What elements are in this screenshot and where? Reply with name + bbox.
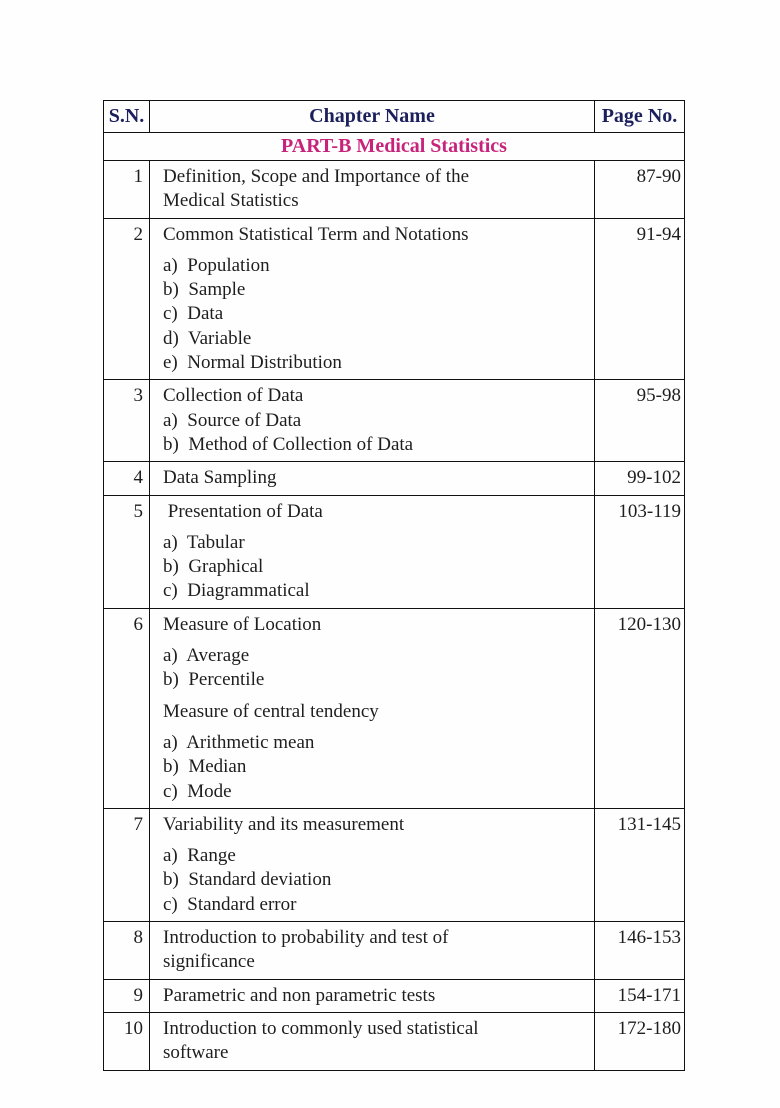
topic-line: Variability and its measurement — [163, 813, 405, 835]
topic-line: Presentation of Data — [163, 500, 323, 522]
topic-group: Parametric and non parametric tests — [163, 984, 590, 1008]
chapter-name-header: Chapter Name — [149, 100, 595, 133]
topic-line: b) Median — [163, 756, 247, 778]
topic-group: a) Average b) Percentile — [163, 644, 590, 693]
serial-number: 9 — [103, 978, 150, 1013]
serial-number: 4 — [103, 461, 150, 496]
topic-group: Variability and its measurement — [163, 813, 590, 837]
page-range: 131-145 — [594, 807, 685, 923]
topic-line: a) Tabular — [163, 531, 245, 553]
chapter-row: 10 Introduction to commonly used statisti… — [103, 1011, 685, 1071]
topic-line: Data Sampling — [163, 467, 277, 489]
chapter-row: 4 Data Sampling 99-102 — [103, 461, 685, 496]
topic-line: Introduction to commonly used statistica… — [163, 1017, 479, 1039]
chapter-row: 7 Variability and its measurement a) Range… — [103, 807, 685, 923]
topic-line: e) Normal Distribution — [163, 352, 342, 374]
topic-line: d) Variable — [163, 327, 252, 349]
topic-line: software — [163, 1042, 229, 1064]
topic-group: Presentation of Data — [163, 500, 590, 524]
page-range: 120-130 — [594, 607, 685, 809]
topic-line: c) Standard error — [163, 893, 297, 915]
chapter-name-cell: Data Sampling — [149, 461, 595, 496]
topic-line: Parametric and non parametric tests — [163, 984, 436, 1006]
topic-line: a) Arithmetic mean — [163, 731, 315, 753]
serial-number: 1 — [103, 160, 150, 219]
topic-group: Data Sampling — [163, 466, 590, 490]
topic-line: Definition, Scope and Importance of the — [163, 166, 470, 187]
chapter-name-cell: Introduction to probability and test of s… — [149, 921, 595, 980]
topic-line: Common Statistical Term and Notations — [163, 223, 469, 245]
serial-number: 7 — [103, 807, 150, 923]
page-range: 87-90 — [594, 160, 685, 219]
page-range: 95-98 — [594, 379, 685, 463]
serial-number: 5 — [103, 494, 150, 609]
topic-group: Measure of central tendency — [163, 700, 590, 724]
topic-line: significance — [163, 951, 255, 973]
chapter-name-cell: Introduction to commonly used statistica… — [149, 1011, 595, 1071]
page-range: 172-180 — [594, 1011, 685, 1071]
header-row: S.N. Chapter Name Page No. — [103, 100, 685, 133]
chapter-name-cell: Parametric and non parametric tests — [149, 978, 595, 1013]
topic-line: b) Percentile — [163, 669, 265, 691]
chapter-name-cell: Definition, Scope and Importance of the M… — [149, 160, 595, 219]
topic-line: Introduction to probability and test of — [163, 927, 449, 949]
contents-table: S.N. Chapter Name Page No. PART-B Medica… — [103, 100, 685, 1071]
page-range: 99-102 — [594, 461, 685, 496]
serial-number: 8 — [103, 921, 150, 980]
chapter-name-cell: Presentation of Data a) Tabular b) Graphic… — [149, 494, 595, 609]
chapter-row: 3 Collection of Data a) Source of Data b) M… — [103, 379, 685, 463]
topic-line: b) Standard deviation — [163, 869, 332, 891]
chapter-row: 8 Introduction to probability and test of… — [103, 921, 685, 980]
topic-line: b) Method of Collection of Data — [163, 433, 414, 455]
topic-group: Measure of Location — [163, 613, 590, 637]
topic-line: Measure of Location — [163, 613, 322, 635]
serial-number: 2 — [103, 217, 150, 381]
topic-group: Introduction to probability and test of s… — [163, 926, 590, 975]
topic-group: Collection of Data a) Source of Data b) Me… — [163, 384, 590, 457]
topic-line: a) Range — [163, 845, 236, 867]
chapter-name-cell: Variability and its measurement a) Range b… — [149, 807, 595, 923]
topic-line: b) Sample — [163, 279, 246, 301]
chapter-row: 6 Measure of Location a) Average b) Percent… — [103, 607, 685, 809]
topic-line: a) Average — [163, 645, 250, 667]
page-range: 91-94 — [594, 217, 685, 381]
topic-group: Definition, Scope and Importance of the M… — [163, 165, 590, 214]
page-range: 103-119 — [594, 494, 685, 609]
topic-line: b) Graphical — [163, 556, 264, 578]
topic-group: a) Arithmetic mean b) Median c) Mode — [163, 731, 590, 804]
part-row: PART-B Medical Statistics — [103, 132, 685, 161]
chapter-row: 2 Common Statistical Term and Notations a)… — [103, 217, 685, 381]
topic-line: a) Population — [163, 254, 270, 276]
page-range: 146-153 — [594, 921, 685, 980]
topic-line: Medical Statistics — [163, 190, 299, 212]
part-title: PART-B Medical Statistics — [103, 132, 685, 161]
topic-line: Collection of Data — [163, 385, 304, 407]
serial-number: 3 — [103, 379, 150, 463]
topic-group: a) Tabular b) Graphical c) Diagrammatical — [163, 531, 590, 604]
topic-line: a) Source of Data — [163, 409, 302, 431]
page-no-header: Page No. — [594, 100, 685, 133]
topic-line: Measure of central tendency — [163, 700, 379, 722]
topic-group: a) Population b) Sample c) Data d) Variable… — [163, 254, 590, 375]
topic-line: c) Mode — [163, 780, 232, 802]
topic-group: Introduction to commonly used statistica… — [163, 1017, 590, 1066]
sn-header: S.N. — [103, 100, 150, 133]
topic-line: c) Diagrammatical — [163, 580, 310, 602]
page-range: 154-171 — [594, 978, 685, 1013]
serial-number: 10 — [103, 1011, 150, 1071]
chapter-row: 5 Presentation of Data a) Tabular b) Graph… — [103, 494, 685, 609]
chapter-name-cell: Collection of Data a) Source of Data b) Me… — [149, 379, 595, 463]
chapter-row: 9 Parametric and non parametric tests 154-… — [103, 978, 685, 1013]
chapter-name-cell: Common Statistical Term and Notations a) … — [149, 217, 595, 381]
topic-line: c) Data — [163, 303, 224, 325]
topic-group: a) Range b) Standard deviation c) Standard… — [163, 844, 590, 917]
chapter-row: 1 Definition, Scope and Importance of the… — [103, 160, 685, 219]
topic-group: Common Statistical Term and Notations — [163, 223, 590, 247]
serial-number: 6 — [103, 607, 150, 809]
chapter-name-cell: Measure of Location a) Average b) Percenti… — [149, 607, 595, 809]
